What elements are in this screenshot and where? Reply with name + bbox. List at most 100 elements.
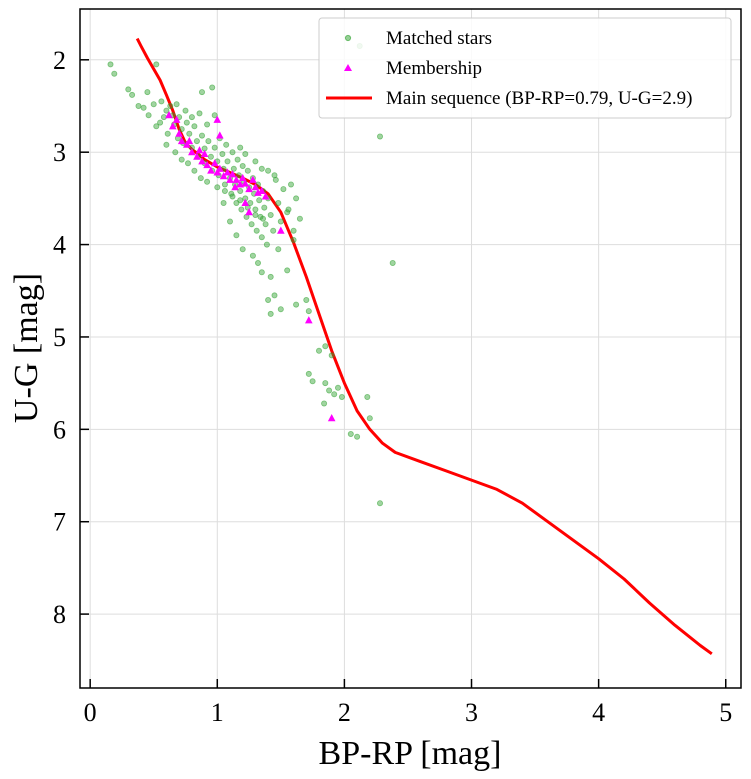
membership-point — [223, 168, 232, 176]
matched-star-point — [204, 178, 211, 185]
matched-star-point — [259, 215, 266, 222]
matched-star-point — [237, 197, 244, 204]
matched-star-point — [331, 391, 338, 398]
matched-star-point — [305, 370, 312, 377]
legend-membership-marker — [344, 64, 352, 71]
matched-star-point — [211, 144, 218, 151]
matched-star-point — [376, 500, 383, 507]
matched-star-point — [158, 98, 165, 105]
matched-star-point — [284, 267, 291, 274]
matched-star-point — [270, 227, 277, 234]
matched-star-point — [252, 206, 259, 213]
x-axis-title: BP-RP [mag] — [319, 735, 502, 772]
matched-star-point — [238, 206, 245, 213]
main-sequence-line — [135, 37, 713, 656]
membership-point — [213, 115, 222, 123]
matched-star-point — [280, 186, 287, 193]
membership-point — [245, 208, 253, 216]
matched-star-point — [364, 393, 371, 400]
legend-matched-label: Matched stars — [386, 28, 492, 49]
matched-star-point — [252, 158, 259, 165]
matched-star-point — [239, 246, 246, 253]
matched-star-point — [256, 197, 263, 204]
matched-star-point — [224, 158, 231, 165]
matched-star-point — [234, 156, 241, 163]
x-tick-label: 1 — [211, 698, 224, 727]
x-tick-label: 0 — [84, 698, 97, 727]
matched-star-point — [265, 167, 272, 174]
matched-star-point — [354, 433, 361, 440]
matched-star-point — [163, 107, 170, 114]
membership-point — [198, 157, 206, 165]
matched-star-point — [305, 308, 312, 315]
matched-star-point — [258, 269, 265, 276]
x-tick-label: 4 — [592, 698, 605, 727]
y-tick-label: 3 — [53, 138, 66, 167]
matched-star-point — [209, 84, 216, 91]
membership-point — [254, 188, 262, 196]
matched-star-point — [111, 70, 118, 77]
membership-point — [216, 164, 224, 172]
matched-star-point — [135, 103, 142, 110]
matched-star-point — [275, 199, 282, 206]
membership-point — [277, 226, 285, 234]
matched-star-point — [267, 273, 274, 280]
membership-point — [245, 184, 253, 193]
matched-star-point — [261, 204, 268, 211]
matched-star-point — [277, 218, 284, 225]
y-tick-label: 4 — [53, 231, 66, 260]
matched-star-point — [263, 241, 270, 248]
matched-star-point — [164, 130, 171, 137]
matched-star-point — [178, 126, 185, 133]
matched-star-point — [376, 133, 383, 140]
matched-star-point — [239, 162, 246, 169]
matched-star-point — [188, 114, 195, 121]
matched-star-point — [145, 112, 152, 119]
x-tick-label: 5 — [719, 698, 732, 727]
matched-star-point — [244, 167, 251, 174]
grid — [80, 9, 741, 688]
matched-star-point — [275, 246, 282, 253]
matched-star-point — [249, 252, 256, 259]
matched-star-point — [173, 101, 180, 108]
matched-star-point — [267, 211, 274, 218]
membership-point — [238, 173, 247, 182]
matched-star-point — [267, 310, 274, 317]
matched-star-point — [287, 181, 294, 188]
matched-star-point — [237, 144, 244, 151]
x-tick-label: 3 — [465, 698, 478, 727]
membership-point — [172, 115, 181, 123]
matched-star-point — [221, 181, 228, 188]
matched-star-point — [193, 138, 200, 145]
membership-point — [175, 129, 183, 137]
matched-star-point — [160, 114, 167, 121]
matched-star-point — [334, 384, 341, 391]
matched-star-point — [144, 89, 151, 96]
membership-point — [216, 131, 224, 139]
matched-star-point — [214, 184, 221, 191]
y-tick-label: 6 — [53, 415, 66, 444]
matched-star-point — [163, 141, 170, 148]
membership-point — [226, 175, 234, 183]
matched-star-point — [271, 292, 278, 299]
matched-star-point — [315, 347, 322, 354]
matched-star-point — [153, 123, 160, 130]
matched-star-point — [150, 101, 157, 108]
matched-star-point — [204, 121, 211, 128]
matched-star-point — [191, 123, 198, 130]
x-tick-label: 2 — [338, 698, 351, 727]
matched-star-point — [338, 393, 345, 400]
matched-star-point — [242, 150, 249, 157]
y-tick-label: 5 — [53, 323, 66, 352]
legend-membership-label: Membership — [386, 58, 482, 79]
membership-point — [210, 159, 219, 167]
matched-star-point — [196, 110, 203, 117]
membership-point — [228, 170, 237, 178]
matched-star-point — [198, 132, 205, 139]
membership-point — [327, 414, 336, 422]
membership-point — [241, 179, 250, 187]
matched-star-point — [290, 227, 297, 234]
y-tick-label: 2 — [53, 46, 66, 75]
matched-star-point — [309, 378, 316, 385]
